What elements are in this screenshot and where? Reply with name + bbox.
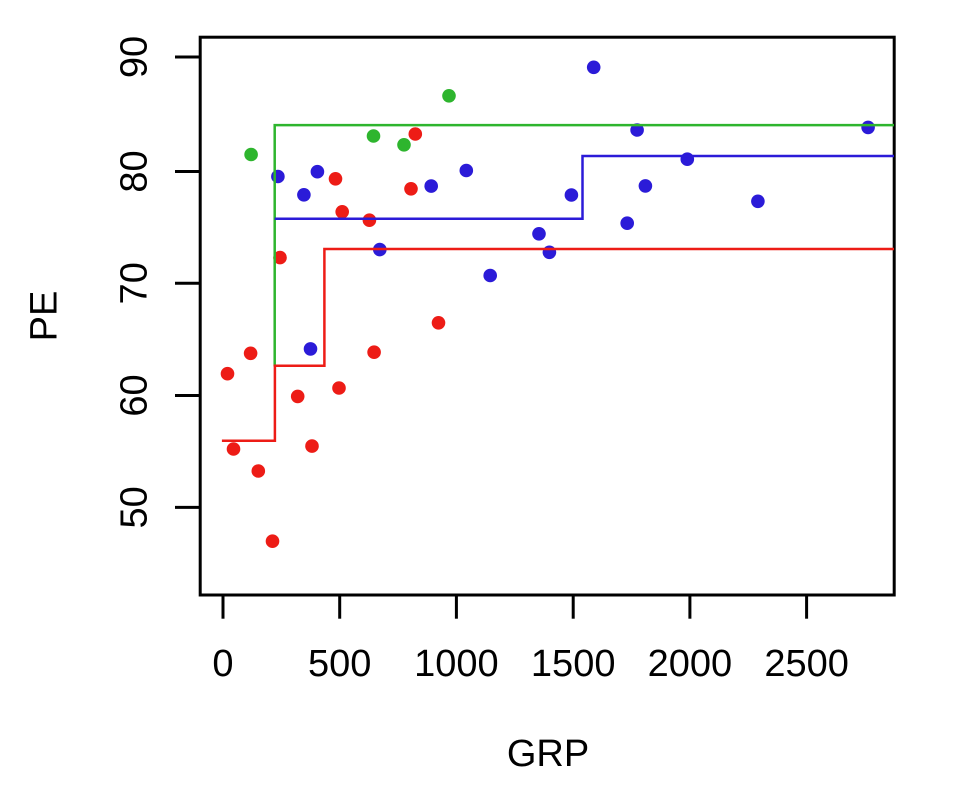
svg-text:500: 500 <box>308 643 371 685</box>
svg-text:60: 60 <box>114 374 156 416</box>
svg-text:GRP: GRP <box>507 733 589 775</box>
svg-text:70: 70 <box>114 262 156 304</box>
svg-text:2500: 2500 <box>764 643 849 685</box>
svg-text:0: 0 <box>212 643 233 685</box>
svg-text:2000: 2000 <box>648 643 733 685</box>
svg-text:1500: 1500 <box>531 643 616 685</box>
svg-text:50: 50 <box>114 486 156 528</box>
svg-text:80: 80 <box>114 150 156 192</box>
svg-text:PE: PE <box>24 291 66 342</box>
svg-text:90: 90 <box>114 36 156 78</box>
svg-text:1000: 1000 <box>414 643 499 685</box>
